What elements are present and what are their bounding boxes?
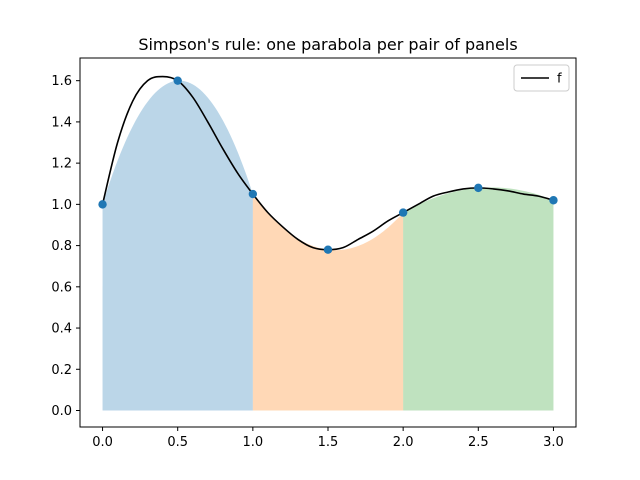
chart-title: Simpson's rule: one parabola per pair of… — [138, 35, 517, 54]
panel-2-area — [252, 194, 404, 411]
y-tick-label: 0.2 — [51, 363, 72, 378]
y-tick-label: 1.6 — [51, 74, 72, 89]
sample-point — [474, 183, 483, 193]
legend: f — [513, 64, 570, 92]
x-tick-label: 2.0 — [393, 435, 414, 450]
y-tick-label: 0.8 — [51, 239, 72, 254]
y-tick-label: 0.4 — [51, 322, 72, 337]
sample-point — [248, 189, 258, 199]
x-tick-label: 1.5 — [318, 435, 339, 450]
x-axis: 0.0 0.5 1.0 1.5 2.0 2.5 3.0 — [92, 427, 564, 450]
sample-points-layer — [98, 76, 558, 254]
panel-1-area — [102, 80, 253, 411]
x-tick-label: 2.5 — [468, 435, 489, 450]
sample-point — [98, 200, 107, 209]
legend-label: f — [557, 72, 562, 87]
x-tick-label: 0.0 — [92, 435, 113, 450]
x-tick-label: 3.0 — [543, 435, 564, 450]
sample-point — [549, 196, 558, 205]
sample-point — [173, 76, 182, 85]
y-tick-label: 0.6 — [51, 280, 72, 295]
parabola-panels — [102, 80, 554, 411]
y-tick-label: 1.4 — [51, 115, 72, 130]
sample-point — [323, 245, 333, 254]
y-axis: 0.0 0.2 0.4 0.6 0.8 1.0 1.2 1.4 1.6 — [51, 74, 80, 419]
y-tick-label: 1.2 — [51, 157, 72, 172]
y-tick-label: 0.0 — [51, 404, 72, 419]
x-tick-label: 1.0 — [243, 435, 264, 450]
x-tick-label: 0.5 — [167, 435, 188, 450]
panel-3-area — [403, 187, 554, 411]
sample-point — [398, 208, 408, 217]
y-tick-label: 1.0 — [51, 198, 72, 213]
